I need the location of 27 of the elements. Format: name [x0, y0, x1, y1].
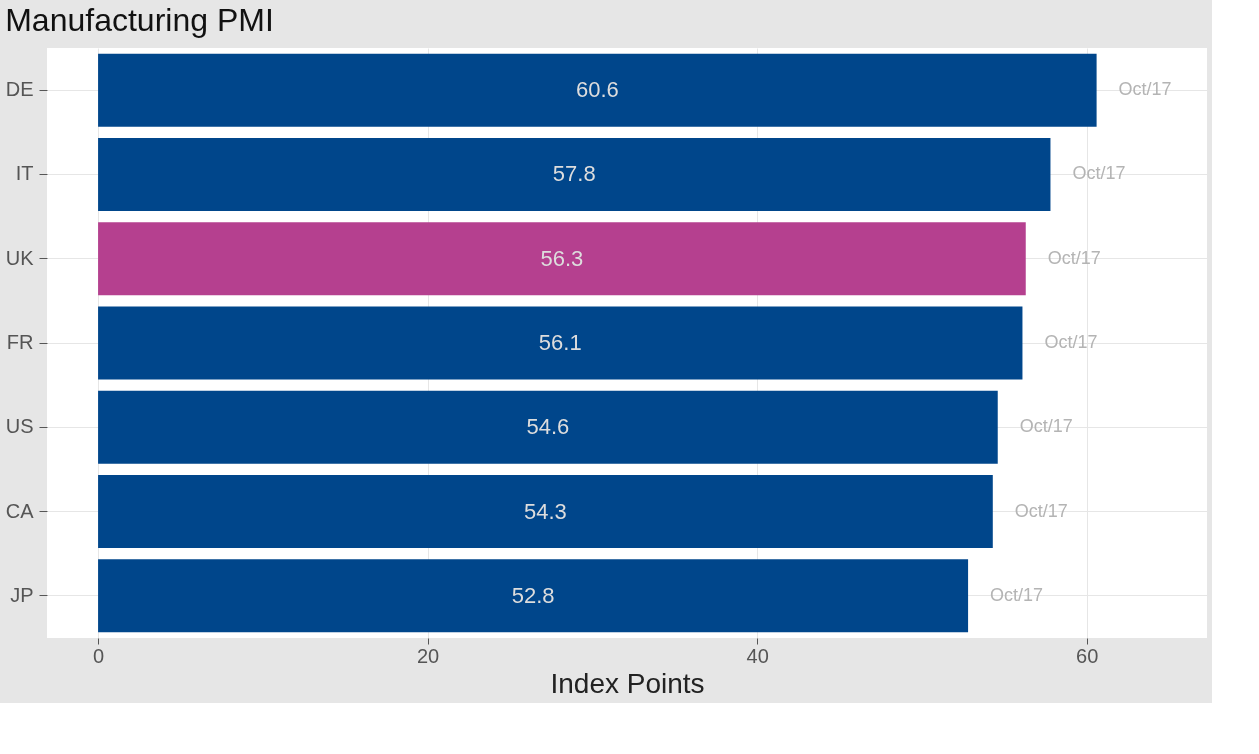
data-label: 56.1 [538, 330, 582, 355]
annotation: Oct/17 [1072, 163, 1126, 184]
data-label: 54.6 [526, 414, 570, 440]
y-tick-label: DE [5, 78, 34, 101]
annotation: Oct/17 [1014, 500, 1068, 521]
annotation: Oct/17 [1118, 79, 1172, 100]
data-label: 52.8 [511, 582, 555, 608]
data-label: 60.6 [575, 77, 619, 103]
x-tick-label: 60 [1076, 644, 1099, 667]
annotation: Oct/17 [1044, 332, 1098, 352]
x-tick-label: 40 [746, 644, 769, 667]
annotation: Oct/17 [990, 584, 1044, 605]
annotation: Oct/17 [1019, 416, 1073, 437]
x-axis-title: Index Points [550, 667, 705, 699]
x-tick-label: 20 [417, 644, 440, 667]
y-tick-label: JP [10, 583, 34, 606]
data-label: 57.8 [552, 161, 596, 187]
y-tick-label: FR [6, 331, 34, 353]
y-tick-label: IT [15, 162, 34, 185]
y-tick-label: UK [5, 246, 35, 269]
x-tick-label: 0 [93, 644, 105, 667]
y-tick-label: US [5, 415, 34, 438]
data-label: 54.3 [524, 498, 567, 524]
y-tick-label: CA [5, 499, 35, 522]
chart-title: Manufacturing PMI [5, 2, 274, 38]
annotation: Oct/17 [1047, 247, 1101, 268]
data-label: 56.3 [540, 245, 584, 271]
